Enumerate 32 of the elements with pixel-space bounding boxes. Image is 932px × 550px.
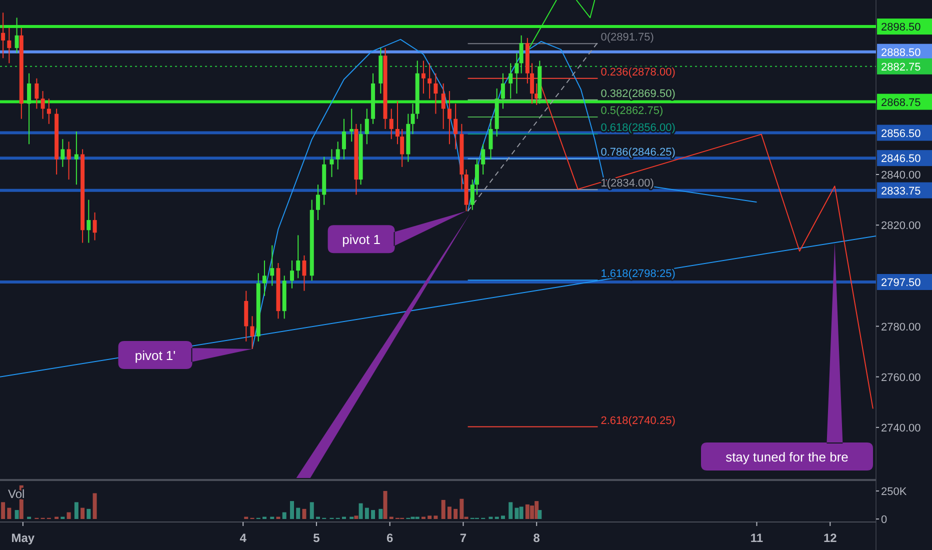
ref-line-label: 2797.50 [881, 276, 921, 289]
ref-line-label: 2856.50 [881, 128, 921, 140]
ref-line-label: 2882.75 [881, 61, 921, 74]
x-tick-label: 8 [533, 531, 540, 545]
ref-line-label: 2888.50 [881, 46, 921, 59]
series-label: 0.236(2878.00) [600, 66, 676, 78]
ref-line-label: 2846.50 [881, 153, 921, 166]
y-tick-label: 250K [881, 486, 908, 498]
annotation: pivot 1' [134, 348, 176, 364]
x-tick-label: 6 [386, 531, 394, 545]
y-tick-label: 2820.00 [881, 220, 921, 232]
ref-line-label: 2898.50 [881, 22, 921, 34]
x-tick-label: May [11, 531, 35, 545]
series-label: 0.5(2862.75) [600, 104, 664, 117]
y-tick-label: 2740.00 [881, 422, 921, 434]
y-tick-label: 2840.00 [881, 170, 921, 182]
series-label: 0(2891.75) [600, 32, 654, 44]
y-tick-label: 0 [881, 514, 888, 526]
y-tick-label: 2780.00 [881, 321, 921, 334]
x-tick-label: 7 [460, 531, 467, 545]
x-tick-label: 11 [750, 531, 764, 545]
ref-line-label: 2868.75 [881, 96, 921, 109]
x-tick-label: 12 [823, 531, 838, 545]
ref-line-label: 2833.75 [881, 185, 921, 198]
series-label: 0.382(2869.50) [600, 88, 676, 100]
x-tick-label: 5 [313, 531, 320, 545]
annotation: stay tuned for the bre [726, 450, 848, 465]
x-tick-label: 4 [240, 531, 247, 545]
series-label: 2.618(2740.25) [600, 414, 676, 427]
y-tick-label: 2760.00 [881, 372, 921, 384]
series-label: 0.786(2846.25) [600, 146, 676, 159]
annotation: pivot 1 [342, 232, 380, 248]
